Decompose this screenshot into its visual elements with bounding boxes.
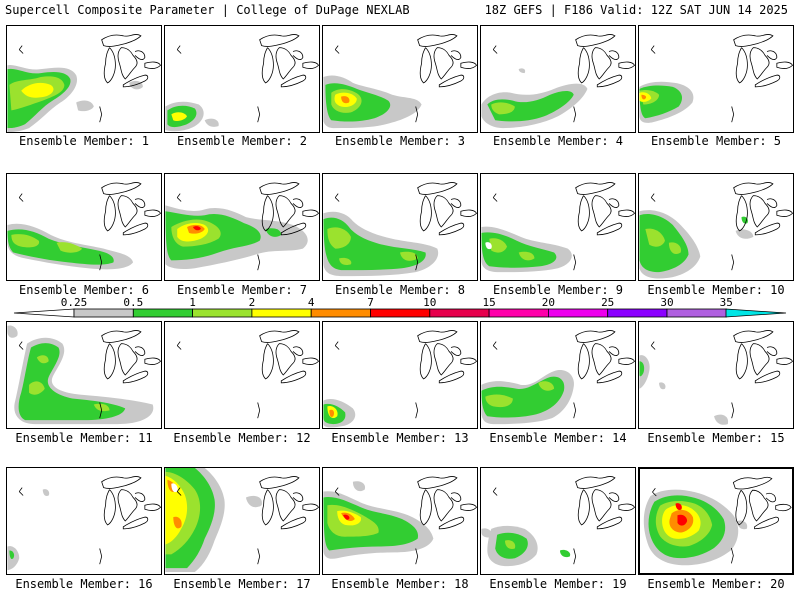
colorbar-bin <box>73 308 134 318</box>
member-label-4: Ensemble Member: 4 <box>492 134 624 148</box>
member-label-16: Ensemble Member: 16 <box>15 577 153 591</box>
member-panel-12[interactable] <box>164 321 320 429</box>
member-panel-19[interactable] <box>480 467 636 575</box>
member-label-9: Ensemble Member: 9 <box>492 283 624 297</box>
member-panel-13[interactable] <box>322 321 478 429</box>
colorbar-arrow-left <box>13 308 75 318</box>
member-label-17: Ensemble Member: 17 <box>173 577 311 591</box>
member-label-19: Ensemble Member: 19 <box>489 577 627 591</box>
member-label-18: Ensemble Member: 18 <box>331 577 469 591</box>
colorbar-tick-label: 1 <box>189 296 196 309</box>
member-label-10: Ensemble Member: 10 <box>647 283 785 297</box>
colorbar-tick-label: 2 <box>248 296 256 309</box>
member-label-8: Ensemble Member: 8 <box>334 283 466 297</box>
member-label-3: Ensemble Member: 3 <box>334 134 466 148</box>
colorbar-tick-label: 35 <box>719 296 733 309</box>
colorbar-bin <box>429 308 490 318</box>
member-panel-20[interactable] <box>638 467 794 575</box>
colorbar-bin <box>132 308 194 318</box>
member-panel-2[interactable] <box>164 25 320 133</box>
colorbar-tick-label: 30 <box>660 296 674 309</box>
member-label-6: Ensemble Member: 6 <box>18 283 150 297</box>
colorbar-tick-label: 0.5 <box>123 296 144 309</box>
colorbar-tick-label: 10 <box>423 296 437 309</box>
colorbar-tick-label: 7 <box>367 296 374 309</box>
colorbar-bin <box>251 308 312 318</box>
member-panel-14[interactable] <box>480 321 636 429</box>
member-panel-18[interactable] <box>322 467 478 575</box>
colorbar-bin <box>666 308 727 318</box>
member-panel-17[interactable] <box>164 467 320 575</box>
colorbar-bin <box>607 308 668 318</box>
run-info: 18Z GEFS | F186 Valid: 12Z SAT JUN 14 20… <box>484 3 788 17</box>
member-label-13: Ensemble Member: 13 <box>331 431 469 445</box>
colorbar-tick-label: 20 <box>541 296 556 309</box>
member-label-5: Ensemble Member: 5 <box>650 134 782 148</box>
member-panel-9[interactable] <box>480 173 636 281</box>
member-panel-11[interactable] <box>6 321 162 429</box>
member-panel-5[interactable] <box>638 25 794 133</box>
member-label-14: Ensemble Member: 14 <box>489 431 627 445</box>
colorbar-tick-label: 25 <box>601 296 615 309</box>
member-label-20: Ensemble Member: 20 <box>647 577 785 591</box>
colorbar-bins <box>73 308 727 318</box>
colorbar-bin <box>488 308 549 318</box>
member-panel-7[interactable] <box>164 173 320 281</box>
colorbar-tick-label: 0.25 <box>60 296 88 309</box>
colorbar <box>13 308 787 318</box>
colorbar-tick-label: 4 <box>307 296 315 309</box>
chart-title: Supercell Composite Parameter | College … <box>5 3 410 17</box>
member-label-1: Ensemble Member: 1 <box>18 134 150 148</box>
colorbar-bin <box>370 308 431 318</box>
member-panel-16[interactable] <box>6 467 162 575</box>
colorbar-bin <box>310 308 371 318</box>
member-label-7: Ensemble Member: 7 <box>176 283 308 297</box>
colorbar-tick-label: 15 <box>482 296 496 309</box>
member-label-11: Ensemble Member: 11 <box>15 431 153 445</box>
member-panel-3[interactable] <box>322 25 478 133</box>
member-label-2: Ensemble Member: 2 <box>176 134 308 148</box>
member-panel-6[interactable] <box>6 173 162 281</box>
member-panel-8[interactable] <box>322 173 478 281</box>
colorbar-arrow-right <box>725 308 787 318</box>
member-panel-15[interactable] <box>638 321 794 429</box>
colorbar-bin <box>548 308 609 318</box>
member-panel-4[interactable] <box>480 25 636 133</box>
colorbar-bin <box>192 308 253 318</box>
member-label-15: Ensemble Member: 15 <box>647 431 785 445</box>
member-label-12: Ensemble Member: 12 <box>173 431 311 445</box>
member-panel-10[interactable] <box>638 173 794 281</box>
member-panel-1[interactable] <box>6 25 162 133</box>
